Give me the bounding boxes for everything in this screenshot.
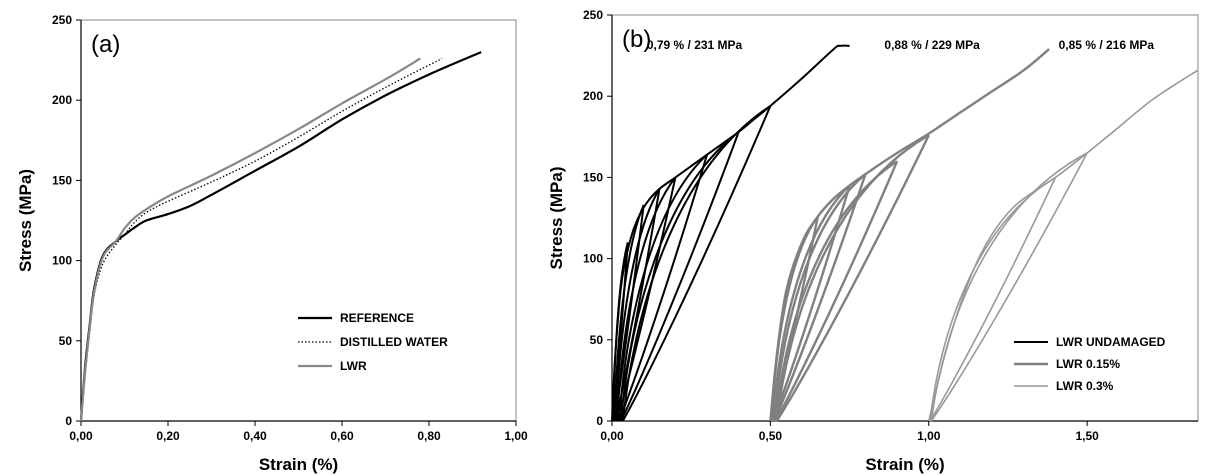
- panel-label: (a): [91, 31, 120, 58]
- x-tick-label: 0,00: [600, 429, 624, 443]
- series-line: [80, 57, 443, 422]
- series-lwr-0-3: [928, 69, 1199, 422]
- unload-branch: [930, 152, 1088, 422]
- unload-branch: [929, 177, 1057, 422]
- y-tick-label: 250: [583, 8, 603, 22]
- reload-branch: [612, 242, 629, 422]
- series-line: [79, 57, 421, 422]
- y-tick-label: 0: [596, 414, 603, 428]
- reload-branch: [616, 176, 677, 422]
- legend-label: LWR: [340, 359, 367, 373]
- series-reference: [79, 51, 482, 422]
- reload-branch: [771, 184, 851, 422]
- series-lwr: [79, 57, 421, 422]
- x-tick-label: 0,40: [243, 429, 267, 443]
- x-axis-title: Strain (%): [865, 455, 944, 474]
- y-axis-title: Stress (MPa): [16, 169, 35, 272]
- unload-branch: [621, 105, 772, 422]
- x-tick-label: 1,00: [917, 429, 941, 443]
- peak-annotation: 0,85 % / 216 MPa: [1059, 38, 1155, 52]
- y-tick-label: 100: [52, 254, 72, 268]
- x-tick-label: 0,20: [156, 429, 180, 443]
- y-tick-label: 150: [52, 173, 72, 187]
- reload-branch: [773, 173, 867, 422]
- legend-label: REFERENCE: [340, 311, 414, 325]
- x-tick-label: 0,80: [417, 429, 441, 443]
- peak-annotation: 0,88 % / 229 MPa: [884, 38, 980, 52]
- unload-branch: [775, 134, 930, 422]
- chart-panel-b: 0 50 100 150 200 250 0,00 0,50 1,00 1,50 Strain (%…: [547, 8, 1199, 474]
- reload-branch: [619, 131, 740, 422]
- y-tick-label: 250: [52, 13, 72, 27]
- envelope-line: [769, 48, 1050, 422]
- unload-branch: [620, 131, 740, 422]
- legend-label: LWR UNDAMAGED: [1056, 335, 1166, 349]
- x-tick-label: 0,60: [330, 429, 354, 443]
- y-tick-label: 150: [583, 170, 603, 184]
- series-lwr-0-15: [769, 48, 1050, 422]
- reload-branch: [929, 176, 1056, 422]
- reload-branch: [613, 204, 645, 422]
- series-line: [79, 51, 482, 422]
- x-tick-label: 0,00: [69, 429, 93, 443]
- reload-branch: [618, 153, 708, 422]
- y-tick-label: 50: [59, 334, 73, 348]
- legend-label: DISTILLED WATER: [340, 335, 448, 349]
- x-axis-title: Strain (%): [259, 455, 338, 474]
- y-tick-label: 0: [65, 414, 72, 428]
- x-tick-label: 0,50: [759, 429, 783, 443]
- series-lwr-undamaged: [611, 44, 850, 422]
- reload-branch: [614, 188, 661, 422]
- y-tick-label: 100: [583, 252, 603, 266]
- series-distilled-water: [80, 57, 443, 422]
- unload-branch: [774, 160, 899, 422]
- chart-panel-a: 0 50 100 150 200 250 0,00 0,20 0,40 0,60 0,80 1,00 S…: [16, 13, 528, 474]
- peak-annotation: 0,79 % / 231 MPa: [647, 38, 743, 52]
- reload-branch: [775, 134, 930, 422]
- y-tick-label: 50: [590, 333, 604, 347]
- unload-branch: [618, 154, 708, 422]
- y-axis-title: Stress (MPa): [547, 167, 566, 270]
- y-tick-label: 200: [583, 89, 603, 103]
- legend-label: LWR 0.3%: [1056, 379, 1114, 393]
- reload-branch: [621, 105, 771, 422]
- x-tick-label: 1,00: [504, 429, 528, 443]
- y-tick-label: 200: [52, 93, 72, 107]
- reload-branch: [770, 215, 819, 422]
- legend-label: LWR 0.15%: [1056, 357, 1120, 371]
- x-tick-label: 1,50: [1075, 429, 1099, 443]
- panel-label: (b): [622, 26, 651, 53]
- envelope-line: [928, 69, 1199, 422]
- reload-branch: [930, 152, 1088, 422]
